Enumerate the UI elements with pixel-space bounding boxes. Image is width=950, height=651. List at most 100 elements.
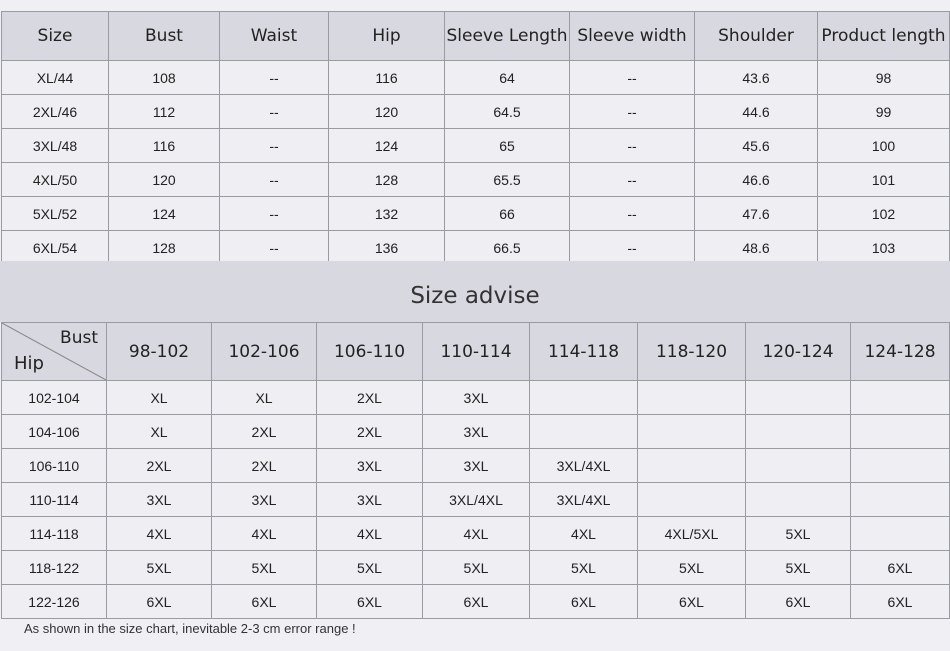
table-cell: 66.5 [444, 230, 570, 265]
size-cell: 2XL [106, 448, 212, 483]
size-cell: 6XL [422, 584, 530, 619]
size-cell: 5XL [422, 550, 530, 585]
size-cell: 3XL/4XL [422, 482, 530, 517]
size-advise-banner: Size advise [0, 261, 950, 322]
size-cell: 3XL/4XL [529, 482, 638, 517]
size-cell [745, 448, 851, 483]
bust-range-header: 102-106 [211, 322, 317, 381]
table-cell: 116 [328, 60, 445, 95]
table-cell: -- [569, 230, 695, 265]
table-cell: -- [569, 162, 695, 197]
table-row: 104-106 XL 2XL 2XL 3XL [1, 414, 950, 449]
hip-range-cell: 122-126 [1, 584, 107, 619]
table-cell: 4XL/50 [1, 162, 109, 197]
table-cell: 99 [817, 94, 950, 129]
table-cell: 98 [817, 60, 950, 95]
size-cell: 4XL [211, 516, 317, 551]
table-cell: 103 [817, 230, 950, 265]
size-cell [850, 414, 950, 449]
table-cell: 136 [328, 230, 445, 265]
table-cell: 6XL/54 [1, 230, 109, 265]
size-cell: 6XL [529, 584, 638, 619]
table-row: 110-114 3XL 3XL 3XL 3XL/4XL 3XL/4XL [1, 482, 950, 517]
table-row: 3XL/48 116 -- 124 65 -- 45.6 100 [1, 128, 950, 163]
table-cell: 65.5 [444, 162, 570, 197]
table-cell: -- [569, 196, 695, 231]
corner-bust-label: Bust [60, 328, 98, 348]
column-header: Sleeve Length [444, 11, 570, 61]
table-row: 2XL/46 112 -- 120 64.5 -- 44.6 99 [1, 94, 950, 129]
table-cell: 3XL/48 [1, 128, 109, 163]
size-cell: 3XL [422, 448, 530, 483]
table-cell: 66 [444, 196, 570, 231]
size-cell: 4XL [106, 516, 212, 551]
table-cell: 128 [328, 162, 445, 197]
table-cell: -- [219, 60, 329, 95]
table-cell: 124 [108, 196, 220, 231]
size-cell [850, 380, 950, 415]
size-cell: 3XL [316, 482, 423, 517]
size-cell: 5XL [637, 550, 746, 585]
size-cell [637, 448, 746, 483]
size-cell: 4XL/5XL [637, 516, 746, 551]
table-cell: -- [569, 60, 695, 95]
table-cell: -- [219, 230, 329, 265]
size-cell [850, 448, 950, 483]
column-header: Bust [108, 11, 220, 61]
corner-header: Bust Hip [1, 322, 107, 381]
bust-range-header: 124-128 [850, 322, 950, 381]
size-cell: XL [106, 414, 212, 449]
size-cell: 6XL [745, 584, 851, 619]
size-cell [637, 482, 746, 517]
table-cell: 100 [817, 128, 950, 163]
size-chart-table: Size Bust Waist Hip Sleeve Length Sleeve widt… [1, 11, 950, 265]
table-cell: -- [569, 128, 695, 163]
size-cell [850, 516, 950, 551]
size-advise-title: Size advise [410, 283, 540, 309]
table-row: 6XL/54 128 -- 136 66.5 -- 48.6 103 [1, 230, 950, 265]
size-cell: 5XL [316, 550, 423, 585]
table-cell: 45.6 [694, 128, 818, 163]
table-cell: 120 [328, 94, 445, 129]
size-cell: 5XL [745, 516, 851, 551]
table-row: XL/44 108 -- 116 64 -- 43.6 98 [1, 60, 950, 95]
hip-range-cell: 118-122 [1, 550, 107, 585]
size-cell: 5XL [106, 550, 212, 585]
hip-range-cell: 104-106 [1, 414, 107, 449]
column-header: Shoulder [694, 11, 818, 61]
size-cell: 4XL [529, 516, 638, 551]
diagonal-divider [2, 323, 106, 380]
bust-range-header: 114-118 [529, 322, 638, 381]
size-cell: 6XL [211, 584, 317, 619]
table-cell: 112 [108, 94, 220, 129]
table-cell: 65 [444, 128, 570, 163]
size-cell: 2XL [211, 448, 317, 483]
bust-range-header: 120-124 [745, 322, 851, 381]
table-cell: -- [219, 94, 329, 129]
table-cell: 108 [108, 60, 220, 95]
table-row: 5XL/52 124 -- 132 66 -- 47.6 102 [1, 196, 950, 231]
table-cell: XL/44 [1, 60, 109, 95]
size-cell: 3XL [422, 414, 530, 449]
table-cell: 102 [817, 196, 950, 231]
size-cell: 4XL [422, 516, 530, 551]
hip-range-cell: 102-104 [1, 380, 107, 415]
table-row: 118-122 5XL 5XL 5XL 5XL 5XL 5XL 5XL 6XL [1, 550, 950, 585]
table-cell: 132 [328, 196, 445, 231]
bust-range-header: 118-120 [637, 322, 746, 381]
table-cell: 101 [817, 162, 950, 197]
table-cell: -- [219, 196, 329, 231]
size-advise-table: Bust Hip 98-102 102-106 106-110 110-114 114-… [1, 322, 950, 619]
size-cell: 2XL [211, 414, 317, 449]
table-cell: 120 [108, 162, 220, 197]
size-cell: 5XL [529, 550, 638, 585]
column-header: Product length [817, 11, 950, 61]
table-cell: -- [219, 128, 329, 163]
table-cell: 64.5 [444, 94, 570, 129]
corner-hip-label: Hip [14, 353, 44, 374]
table-cell: -- [569, 94, 695, 129]
size-cell: 3XL/4XL [529, 448, 638, 483]
size-cell: 6XL [637, 584, 746, 619]
table-row: 122-126 6XL 6XL 6XL 6XL 6XL 6XL 6XL 6XL [1, 584, 950, 619]
size-cell: 3XL [211, 482, 317, 517]
